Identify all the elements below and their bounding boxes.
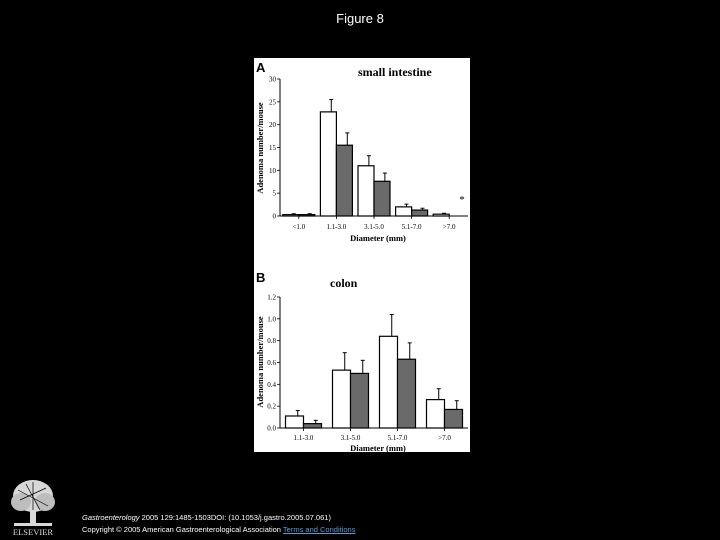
y-tick-label: 10 [269, 167, 277, 175]
bar-gray [335, 144, 354, 217]
y-tick-label: 0 [273, 213, 277, 221]
significance-asterisk: * [459, 194, 465, 206]
copyright-text: Copyright © 2005 American Gastroenterolo… [82, 525, 283, 534]
panel-label: A [256, 60, 266, 75]
x-tick-label: 3.1-5.0 [341, 434, 361, 442]
x-tick-label: 1.1-3.0 [294, 434, 314, 442]
bar-white [395, 206, 413, 217]
y-tick-label: 25 [269, 98, 277, 106]
x-axis-label: Diameter (mm) [350, 443, 406, 452]
x-tick-label: >7.0 [443, 223, 456, 231]
x-axis-label: Diameter (mm) [350, 233, 406, 243]
y-tick-label: 0.2 [267, 403, 276, 411]
citation-line: Gastroenterology 2005 129:1485-1503DOI: … [82, 512, 355, 524]
y-tick-label: 0.6 [267, 359, 276, 367]
bar-white [378, 335, 399, 429]
panel-label: B [256, 270, 265, 285]
y-tick-label: 15 [269, 144, 277, 152]
y-tick-label: 0.8 [267, 337, 276, 345]
y-tick-label: 1.0 [267, 315, 276, 323]
y-tick-label: 30 [269, 76, 277, 84]
y-axis-label: Adenoma number/mouse [255, 316, 265, 408]
bar-gray [396, 358, 417, 429]
chart-title: colon [330, 276, 358, 290]
bar-white [319, 111, 338, 217]
elsevier-wordmark: ELSEVIER [13, 527, 53, 537]
bar-gray [298, 214, 316, 217]
x-tick-label: <1.0 [292, 223, 305, 231]
bar-white [432, 213, 450, 217]
chart-title: small intestine [358, 65, 432, 79]
y-tick-label: 0.4 [267, 381, 276, 389]
bar-white [284, 415, 305, 429]
citation-block: Gastroenterology 2005 129:1485-1503DOI: … [82, 512, 355, 536]
x-tick-label: 1.1-3.0 [326, 223, 346, 231]
y-tick-label: 20 [269, 121, 277, 129]
y-tick-label: 0.0 [267, 425, 276, 433]
x-tick-label: 5.1-7.0 [402, 223, 422, 231]
copyright-line: Copyright © 2005 American Gastroenterolo… [82, 524, 355, 536]
bar-gray [349, 372, 370, 429]
bar-gray [443, 408, 464, 429]
bar-white [282, 214, 300, 217]
y-tick-label: 5 [273, 190, 277, 198]
terms-and-conditions-link[interactable]: Terms and Conditions [282, 525, 356, 534]
bar-gray [411, 209, 429, 217]
bar-white [331, 369, 352, 429]
elsevier-logo: ELSEVIER [11, 480, 55, 537]
bar-white [357, 165, 375, 217]
x-tick-label: 5.1-7.0 [388, 434, 408, 442]
bar-white [425, 399, 446, 429]
citation-details: 2005 129:1485-1503DOI: (10.1053/j.gastro… [139, 513, 331, 522]
journal-name: Gastroenterology [82, 513, 140, 522]
bar-gray [373, 180, 391, 217]
bar-gray [302, 423, 323, 429]
y-axis-label: Adenoma number/mouse [255, 102, 265, 194]
x-tick-label: 3.1-5.0 [364, 223, 384, 231]
figure-title: Figure 8 [336, 11, 384, 26]
x-tick-label: >7.0 [438, 434, 451, 442]
y-tick-label: 1.2 [267, 294, 276, 302]
